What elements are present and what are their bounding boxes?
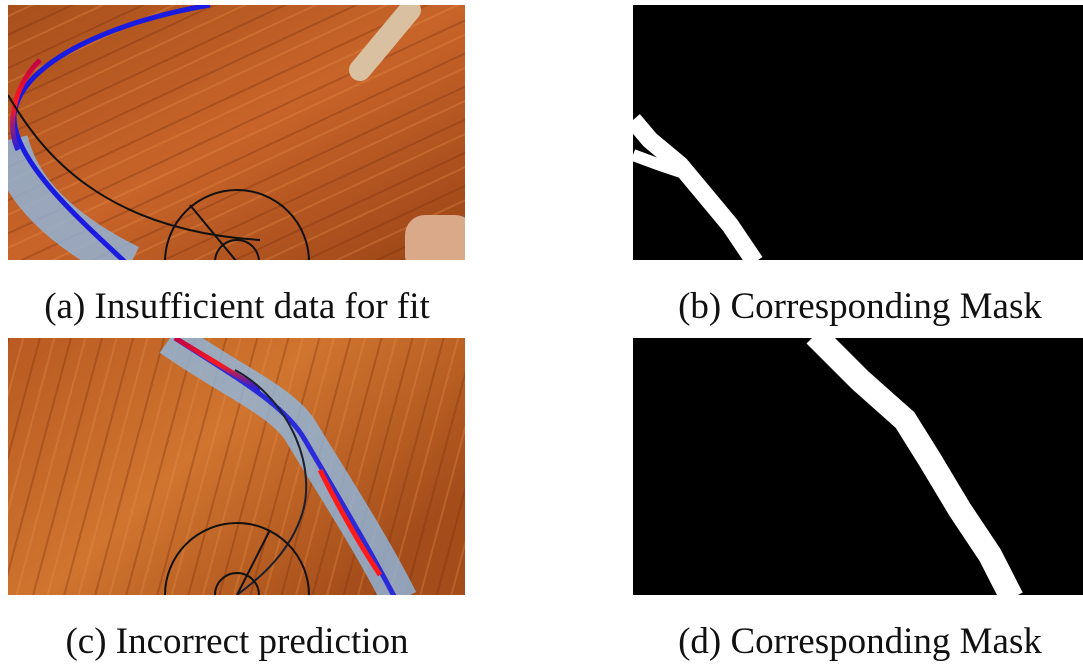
caption: (d) Corresponding Mask bbox=[678, 621, 1042, 662]
caption: (a) Insufficient data for fit bbox=[44, 286, 430, 327]
panel-d-mask bbox=[633, 335, 1083, 598]
figure: (a) Insufficient data for fit (b) Corres… bbox=[0, 0, 1083, 664]
panel-a-image bbox=[8, 5, 475, 334]
panel-c-image bbox=[8, 338, 465, 664]
caption: (b) Corresponding Mask bbox=[678, 286, 1042, 327]
panel-b-mask bbox=[633, 5, 1083, 262]
caption: (c) Incorrect prediction bbox=[65, 621, 408, 662]
